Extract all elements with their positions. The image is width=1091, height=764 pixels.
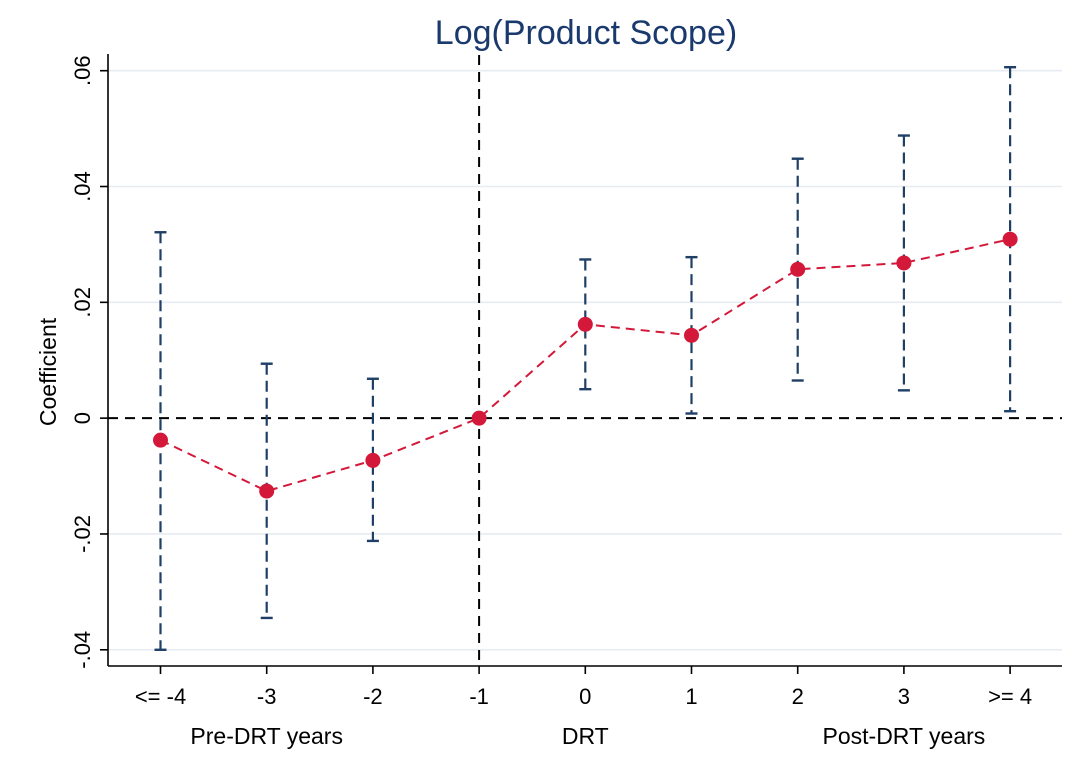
confidence-intervals [154,66,1017,651]
x-group-label: Pre-DRT years [190,723,343,749]
x-group-label: Post-DRT years [823,723,986,749]
y-tick-label: -.04 [70,631,95,669]
y-axis-label: Coefficient [35,317,61,426]
reference-lines [108,55,1062,666]
x-tick-label: -1 [469,684,489,709]
data-point [259,483,275,499]
data-point [1002,231,1018,247]
y-ticks: -.04 -.02 0 .02 .04 .06 [70,55,108,669]
y-tick-label: .06 [70,55,95,86]
x-tick-label: 0 [579,684,591,709]
x-ticks: <= -4 -3 -2 -1 0 1 2 3 >= 4 [135,666,1032,709]
x-tick-label: 2 [792,684,804,709]
y-tick-label: 0 [70,412,95,424]
x-tick-label: <= -4 [135,684,186,709]
data-point [896,255,912,271]
data-point [471,410,487,426]
x-tick-label: 1 [685,684,697,709]
data-point [577,316,593,332]
x-group-label: DRT [562,723,609,749]
y-tick-label: .02 [70,287,95,318]
x-tick-label: -3 [257,684,277,709]
y-tick-label: .04 [70,171,95,202]
grid-lines [108,69,1062,651]
x-tick-label: -2 [363,684,383,709]
x-group-labels: Pre-DRT years DRT Post-DRT years [190,723,985,749]
coefficient-series [153,231,1018,499]
data-point [684,327,699,343]
x-tick-label: 3 [898,684,910,709]
x-tick-label: >= 4 [988,684,1032,709]
data-point [365,452,381,468]
chart-title: Log(Product Scope) [435,14,737,52]
data-point [153,432,168,448]
y-tick-label: -.02 [70,515,95,553]
axes [107,54,1062,667]
data-point [790,261,806,277]
